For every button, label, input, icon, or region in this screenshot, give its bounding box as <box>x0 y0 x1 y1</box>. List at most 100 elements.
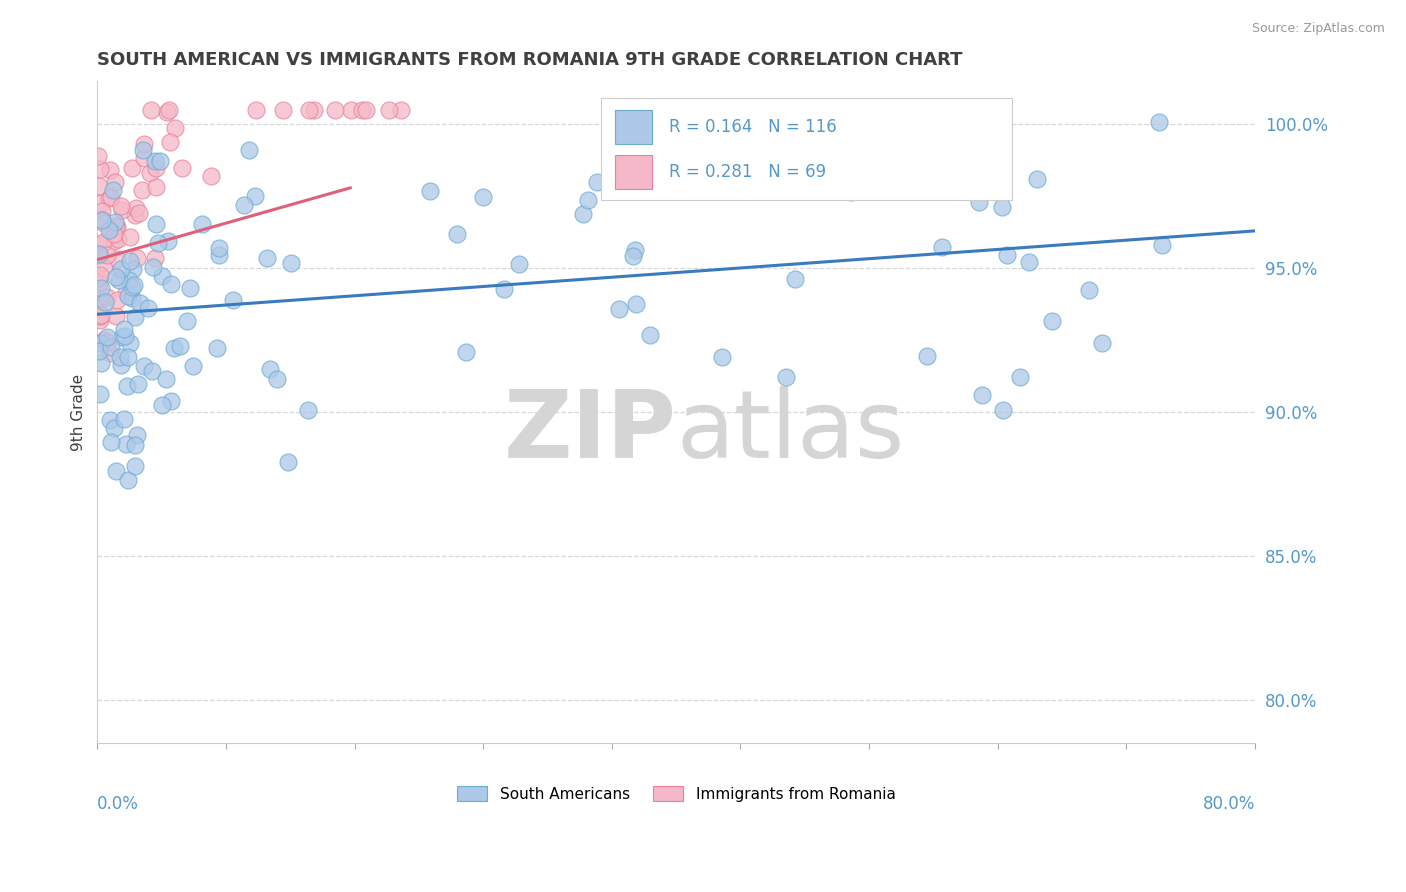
Point <box>995 248 1018 262</box>
Point <box>100 340 122 354</box>
Point <box>172 161 194 175</box>
Point <box>858 175 880 189</box>
Point <box>689 148 711 162</box>
Text: 80.0%: 80.0% <box>1202 795 1256 813</box>
Point <box>243 189 266 203</box>
Point <box>839 185 862 199</box>
Point <box>991 201 1014 215</box>
Point <box>472 190 495 204</box>
Point <box>101 183 124 197</box>
Point <box>207 341 229 355</box>
Point <box>179 281 201 295</box>
Point <box>97 191 120 205</box>
Point <box>96 290 118 304</box>
Point <box>114 437 136 451</box>
Point <box>710 350 733 364</box>
Point <box>585 175 607 189</box>
Point <box>419 184 441 198</box>
Point <box>103 214 125 228</box>
Point <box>87 178 110 193</box>
FancyBboxPatch shape <box>600 98 1012 201</box>
Point <box>163 120 186 135</box>
Point <box>90 204 112 219</box>
Point <box>160 393 183 408</box>
Point <box>156 104 179 119</box>
Point <box>117 351 139 365</box>
Point <box>108 273 131 287</box>
Text: 0.0%: 0.0% <box>97 795 139 813</box>
Point <box>967 195 990 210</box>
Point <box>156 234 179 248</box>
Point <box>1010 370 1032 384</box>
Point <box>87 271 110 285</box>
FancyBboxPatch shape <box>614 155 652 189</box>
Point <box>124 208 146 222</box>
Point <box>105 270 128 285</box>
Point <box>122 278 145 293</box>
Point <box>103 421 125 435</box>
Point <box>124 458 146 473</box>
FancyBboxPatch shape <box>614 110 652 145</box>
Point <box>114 329 136 343</box>
Point <box>991 403 1014 417</box>
Point <box>89 161 111 176</box>
Point <box>143 252 166 266</box>
Point <box>107 232 129 246</box>
Point <box>87 149 110 163</box>
Point <box>90 213 112 227</box>
Point <box>1018 255 1040 269</box>
Point <box>121 161 143 175</box>
Point <box>90 356 112 370</box>
Point <box>96 330 118 344</box>
Point <box>105 252 128 267</box>
Point <box>111 330 134 344</box>
Point <box>136 301 159 316</box>
Point <box>104 310 127 324</box>
Point <box>200 169 222 183</box>
Point <box>624 297 647 311</box>
Point <box>128 206 150 220</box>
Point <box>98 412 121 426</box>
Point <box>132 359 155 373</box>
Point <box>124 438 146 452</box>
Point <box>578 194 600 208</box>
Point <box>91 236 114 251</box>
Point <box>972 388 994 402</box>
Point <box>208 247 231 261</box>
Point <box>233 198 256 212</box>
Point <box>132 136 155 151</box>
Point <box>1091 335 1114 350</box>
Point <box>105 293 128 308</box>
Point <box>105 464 128 478</box>
Point <box>238 143 260 157</box>
Text: Source: ZipAtlas.com: Source: ZipAtlas.com <box>1251 22 1385 36</box>
Point <box>87 291 110 305</box>
Point <box>277 455 299 469</box>
Point <box>104 175 127 189</box>
Point <box>91 235 114 250</box>
Point <box>638 327 661 342</box>
Text: R = 0.281   N = 69: R = 0.281 N = 69 <box>669 163 827 181</box>
Point <box>323 103 346 117</box>
Point <box>124 310 146 325</box>
Point <box>112 412 135 426</box>
Point <box>650 175 672 189</box>
Point <box>1152 238 1174 252</box>
Point <box>280 256 302 270</box>
Point <box>354 103 377 117</box>
Point <box>273 103 295 117</box>
Point <box>350 103 373 117</box>
Point <box>621 249 644 263</box>
Point <box>152 269 174 284</box>
Point <box>266 372 288 386</box>
Point <box>93 216 115 230</box>
Point <box>259 362 281 376</box>
Point <box>160 277 183 292</box>
Point <box>446 227 468 241</box>
Point <box>256 251 278 265</box>
Point <box>1026 172 1049 186</box>
Point <box>120 229 142 244</box>
Legend: South Americans, Immigrants from Romania: South Americans, Immigrants from Romania <box>451 780 901 808</box>
Point <box>125 428 148 442</box>
Point <box>159 136 181 150</box>
